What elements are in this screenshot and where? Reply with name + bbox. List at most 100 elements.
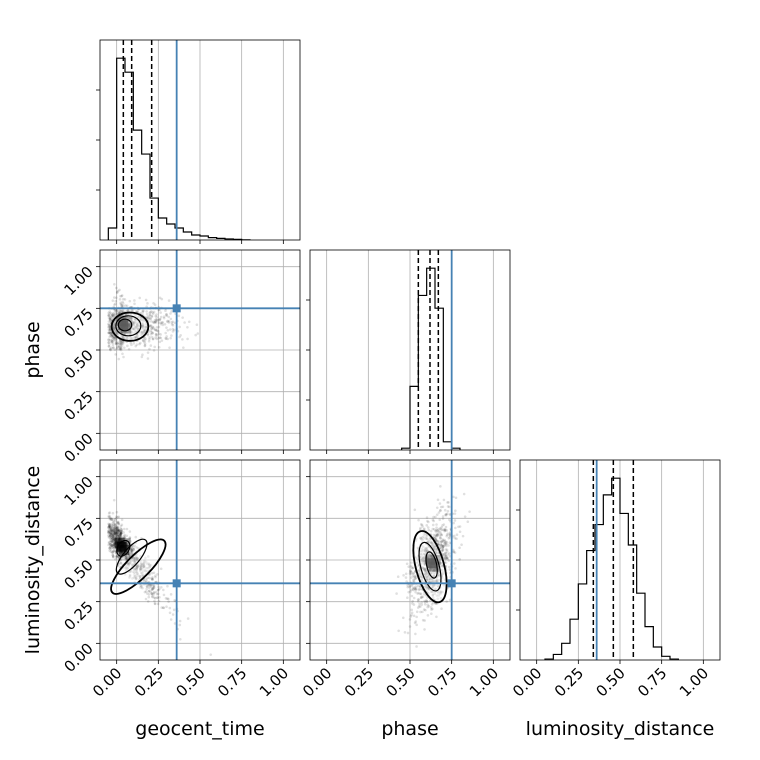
sample-point xyxy=(120,529,124,533)
sample-point xyxy=(443,556,447,559)
sample-point xyxy=(444,512,448,516)
sample-point xyxy=(166,337,170,341)
sample-point xyxy=(112,324,115,328)
sample-point xyxy=(150,588,154,591)
sample-point xyxy=(425,516,429,519)
sample-point xyxy=(107,331,111,335)
sample-point xyxy=(173,321,177,325)
sample-point xyxy=(408,572,412,575)
sample-point xyxy=(136,572,139,576)
sample-point xyxy=(419,605,422,608)
sample-point xyxy=(133,571,136,574)
sample-point xyxy=(413,577,416,581)
sample-point xyxy=(132,547,135,551)
sample-point xyxy=(150,314,154,318)
sample-point xyxy=(424,533,428,537)
sample-point xyxy=(107,331,111,334)
sample-point xyxy=(410,561,413,564)
sample-point xyxy=(155,596,159,599)
sample-point xyxy=(421,557,425,561)
sample-point xyxy=(113,303,116,307)
sample-point xyxy=(446,505,450,508)
sample-point xyxy=(408,618,412,621)
sample-point xyxy=(140,330,144,334)
sample-point xyxy=(437,594,441,597)
sample-point xyxy=(110,546,114,550)
sample-point xyxy=(113,336,116,340)
sample-point xyxy=(107,345,111,348)
sample-point xyxy=(128,530,132,533)
sample-point xyxy=(440,539,443,543)
sample-point xyxy=(122,336,125,340)
sample-point xyxy=(455,537,458,541)
sample-point xyxy=(444,555,448,558)
sample-point xyxy=(410,613,413,617)
sample-point xyxy=(430,541,434,545)
sample-point xyxy=(118,288,121,292)
sample-point xyxy=(110,313,114,317)
sample-point xyxy=(186,617,190,620)
sample-point xyxy=(411,586,415,589)
sample-point xyxy=(141,309,145,313)
sample-point xyxy=(130,330,134,334)
sample-point xyxy=(128,536,132,540)
sample-point xyxy=(116,533,120,537)
sample-point xyxy=(419,552,422,556)
sample-point xyxy=(431,607,434,611)
sample-point xyxy=(425,577,429,581)
sample-point xyxy=(112,534,116,537)
sample-point xyxy=(125,557,128,560)
sample-point xyxy=(145,579,148,582)
sample-point xyxy=(403,631,407,634)
sample-point xyxy=(422,535,425,538)
sample-point xyxy=(177,314,181,318)
sample-point xyxy=(438,518,442,522)
sample-point xyxy=(151,337,155,341)
sample-point xyxy=(156,596,160,600)
sample-point xyxy=(111,341,115,345)
sample-point xyxy=(142,309,145,313)
sample-point xyxy=(448,554,452,558)
sample-point xyxy=(137,564,141,567)
sample-point xyxy=(152,310,156,314)
sample-point xyxy=(161,323,165,327)
sample-point xyxy=(128,573,132,577)
sample-point xyxy=(133,544,136,547)
sample-point xyxy=(113,282,116,286)
sample-point xyxy=(114,299,118,303)
sample-point xyxy=(117,530,121,534)
contour-level-2 xyxy=(115,538,148,575)
sample-point xyxy=(142,561,146,565)
sample-point xyxy=(138,565,142,568)
sample-point xyxy=(110,531,113,534)
sample-point xyxy=(440,540,443,544)
sample-point xyxy=(156,588,160,592)
sample-point xyxy=(452,550,456,553)
sample-point xyxy=(133,575,137,578)
sample-point xyxy=(144,325,148,329)
sample-point xyxy=(420,523,424,527)
sample-point xyxy=(150,315,154,319)
sample-point xyxy=(119,340,123,344)
sample-point xyxy=(110,543,114,547)
sample-point xyxy=(418,568,422,572)
contour-level-3 xyxy=(116,539,131,557)
sample-point xyxy=(409,572,413,576)
sample-point xyxy=(151,587,155,590)
sample-point xyxy=(111,555,115,559)
sample-point xyxy=(118,347,122,351)
sample-point xyxy=(111,526,114,530)
sample-point xyxy=(432,527,436,531)
sample-point xyxy=(115,555,119,558)
sample-point xyxy=(142,565,146,569)
sample-point xyxy=(111,537,115,540)
sample-point xyxy=(134,559,137,562)
sample-point xyxy=(152,349,156,352)
sample-point xyxy=(440,572,444,576)
sample-point xyxy=(165,335,168,338)
sample-point xyxy=(413,575,417,578)
sample-point xyxy=(111,523,115,527)
sample-point xyxy=(436,533,439,536)
contour-level-3 xyxy=(117,318,133,332)
sample-point xyxy=(159,315,163,319)
